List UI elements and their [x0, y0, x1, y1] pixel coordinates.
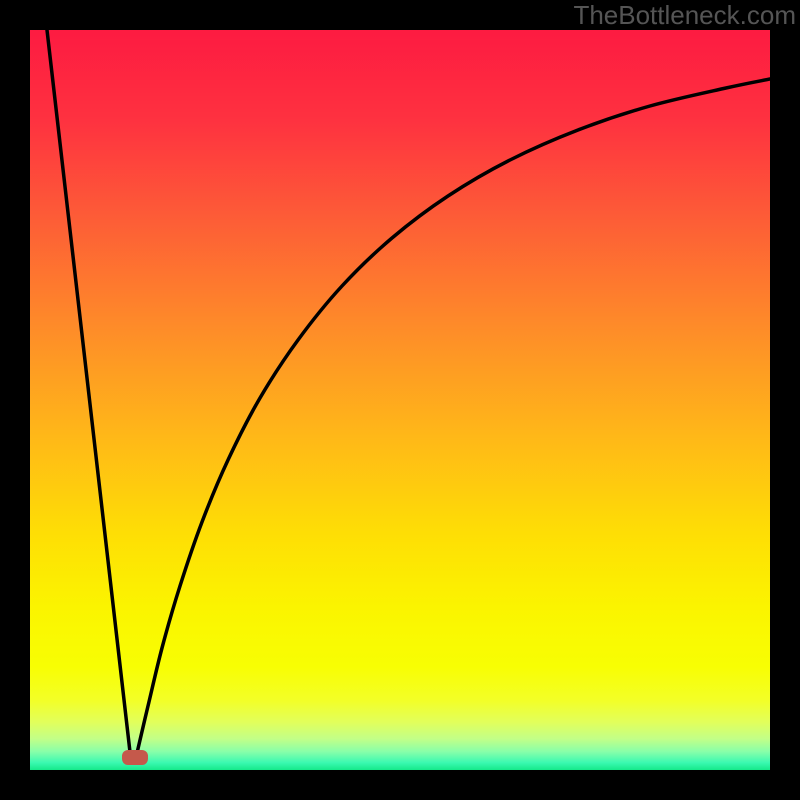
chart-plot-area [30, 30, 770, 770]
bottleneck-min-marker [122, 750, 148, 765]
watermark-text: TheBottleneck.com [573, 0, 796, 31]
curve-left-segment [47, 30, 130, 752]
chart-curves [30, 30, 770, 770]
curve-right-segment [137, 79, 770, 753]
